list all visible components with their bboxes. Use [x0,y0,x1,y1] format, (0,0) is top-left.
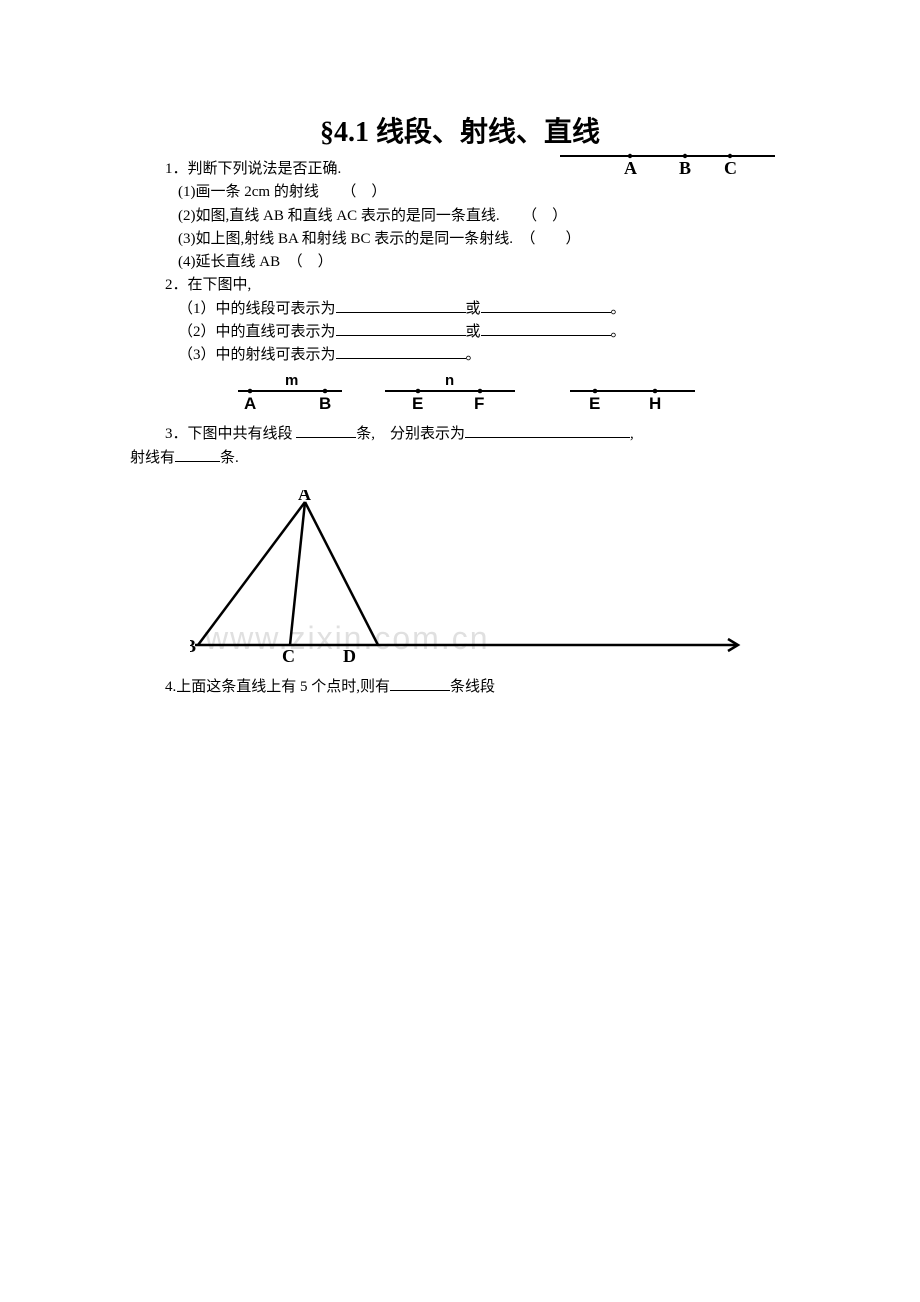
blank [296,423,356,438]
q3-e: 条. [220,450,239,466]
blank [481,321,611,336]
q3-d: 射线有 [130,450,175,466]
label-E: E [412,394,423,413]
blank [465,423,630,438]
q2-s3b: 。 [466,347,481,363]
label-B: B [190,636,196,656]
q3-a: 3．下图中共有线段 [130,426,296,442]
q4-b: 条线段 [450,679,495,695]
blank [390,676,450,691]
blank [336,298,466,313]
page-title: §4.1 线段、射线、直线 [130,110,790,150]
label-E: E [589,394,600,413]
figure-ray-EH: E H [550,373,700,415]
figure-q2-row: m A B n E F E H [230,373,790,415]
q3-line1: 3．下图中共有线段 条, 分别表示为, [130,423,790,446]
label-C: C [282,646,295,665]
figure-abc-line: A B C [560,148,780,181]
blank [481,298,611,313]
q2-s1a: （1）中的线段可表示为 [178,301,336,317]
q4-a: 4.上面这条直线上有 5 个点时,则有 [165,679,390,695]
label-A: A [244,394,256,413]
q2-s3a: （3）中的射线可表示为 [178,347,336,363]
q2-s1b: 或 [466,301,481,317]
blank [175,447,220,462]
label-C: C [724,158,737,176]
q2-s2c: 。 [611,324,626,340]
q2-s2a: （2）中的直线可表示为 [178,324,336,340]
q1-s1: (1)画一条 2cm 的射线 （ ） [130,181,790,204]
q2-s1: （1）中的线段可表示为 或 。 [130,298,790,321]
label-H: H [649,394,661,413]
label-B: B [319,394,331,413]
q1-s2: (2)如图,直线 AB 和直线 AC 表示的是同一条直线. （ ） [130,205,790,228]
label-F: F [474,394,484,413]
label-n: n [445,373,454,389]
q1-s3: (3)如上图,射线 BA 和射线 BC 表示的是同一条射线. （ ） [130,228,790,251]
q2-s2: （2）中的直线可表示为 或 。 [130,321,790,344]
q2-s3: （3）中的射线可表示为 。 [130,344,790,367]
q3-line2: 射线有 条. [130,447,790,470]
q4-line: 4.上面这条直线上有 5 个点时,则有 条线段 [130,676,790,699]
label-A: A [298,490,311,504]
label-B: B [679,158,691,176]
label-m: m [285,373,298,389]
figure-q3-triangle: A B C D [190,490,790,670]
q1-s4: (4)延长直线 AB （ ） [130,251,790,274]
blank [336,344,466,359]
q3-c: , [630,426,634,442]
q3-b: 条, 分别表示为 [356,426,465,442]
q2-stem: 2．在下图中, [130,274,790,297]
q2-s2b: 或 [466,324,481,340]
blank [336,321,466,336]
label-A: A [624,158,637,176]
q2-s1c: 。 [611,301,626,317]
figure-line-EF: n E F [380,373,520,415]
figure-segment-AB: m A B [230,373,350,415]
label-D: D [343,646,356,665]
